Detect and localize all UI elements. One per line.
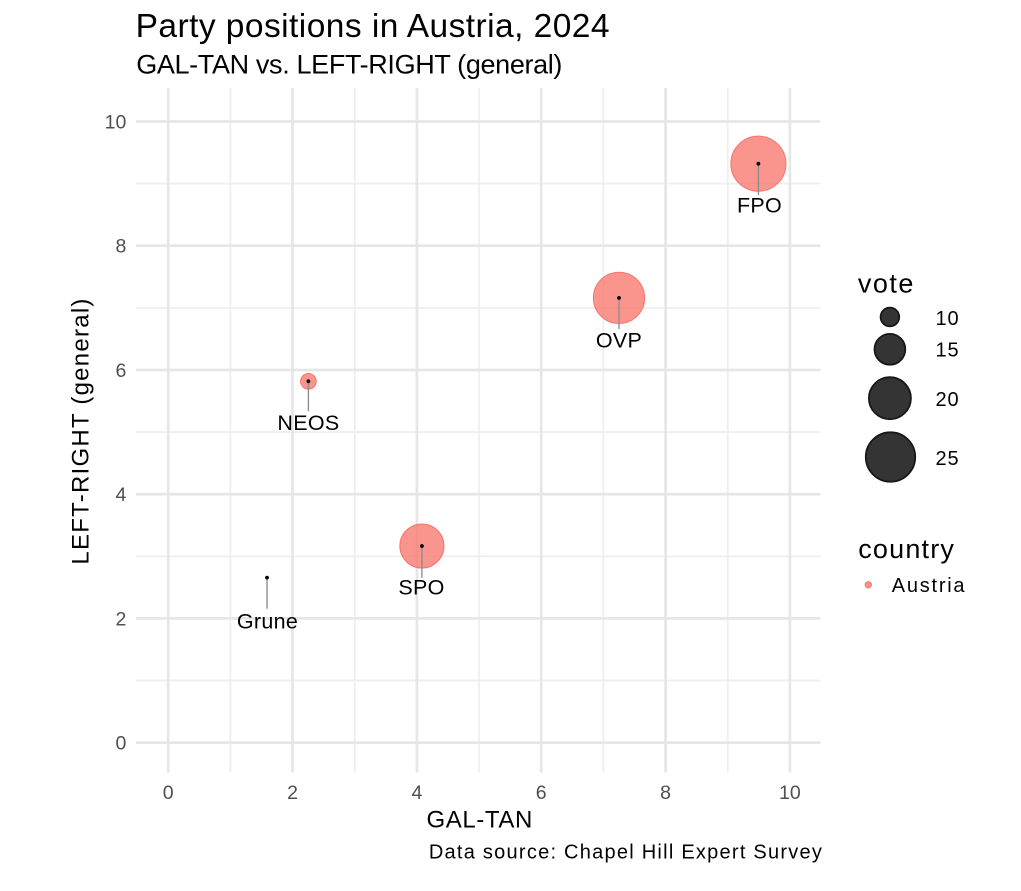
- svg-text:4: 4: [115, 484, 126, 506]
- svg-text:6: 6: [115, 360, 126, 382]
- svg-text:10: 10: [936, 308, 960, 330]
- svg-text:FPO: FPO: [737, 193, 782, 217]
- svg-text:0: 0: [163, 782, 174, 804]
- svg-text:country: country: [858, 534, 955, 564]
- svg-text:6: 6: [536, 782, 547, 804]
- svg-text:Party positions in Austria, 20: Party positions in Austria, 2024: [136, 8, 610, 45]
- svg-text:2: 2: [287, 782, 298, 804]
- svg-text:NEOS: NEOS: [277, 411, 339, 435]
- svg-text:8: 8: [115, 236, 126, 258]
- svg-text:Austria: Austria: [892, 575, 967, 597]
- svg-text:SPO: SPO: [398, 576, 444, 600]
- svg-text:20: 20: [936, 389, 960, 411]
- svg-text:OVP: OVP: [596, 328, 642, 352]
- svg-text:GAL-TAN: GAL-TAN: [426, 807, 532, 834]
- svg-text:0: 0: [115, 733, 126, 755]
- svg-text:vote: vote: [858, 268, 915, 298]
- svg-text:10: 10: [105, 112, 127, 134]
- svg-text:25: 25: [936, 448, 960, 470]
- svg-text:GAL-TAN vs. LEFT-RIGHT (genera: GAL-TAN vs. LEFT-RIGHT (general): [136, 50, 562, 80]
- svg-text:15: 15: [936, 340, 960, 362]
- svg-text:2: 2: [115, 608, 126, 630]
- svg-text:8: 8: [660, 782, 671, 804]
- svg-text:10: 10: [779, 782, 801, 804]
- svg-text:4: 4: [411, 782, 422, 804]
- svg-text:Data source: Chapel Hill Exper: Data source: Chapel Hill Expert Survey: [429, 842, 823, 864]
- svg-text:LEFT-RIGHT (general): LEFT-RIGHT (general): [67, 297, 94, 564]
- svg-text:Grune: Grune: [237, 609, 298, 633]
